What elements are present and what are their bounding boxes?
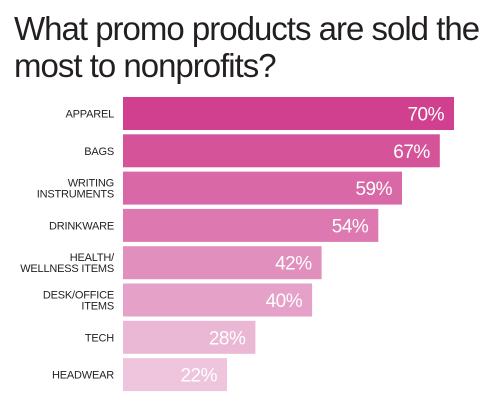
bar-8: [123, 358, 227, 392]
category-label-6: DESK/OFFICE ITEMS: [43, 290, 114, 313]
value-label-5: 42%: [275, 254, 312, 275]
value-label-2: 67%: [393, 142, 430, 163]
category-label-line: HEALTH/: [70, 252, 115, 264]
bar-3: [123, 171, 402, 205]
category-label-2: BAGS: [84, 146, 114, 158]
bar-5: [123, 246, 322, 280]
bar-2: [123, 134, 440, 168]
category-label-5: HEALTH/WELLNESS ITEMS: [20, 252, 115, 275]
bars-group: [123, 97, 454, 392]
category-label-1: APPAREL: [65, 109, 114, 121]
category-label-line: WRITING: [68, 178, 114, 190]
category-label-line: APPAREL: [65, 109, 114, 121]
value-label-4: 54%: [332, 216, 369, 237]
value-label-6: 40%: [266, 291, 303, 312]
category-label-7: TECH: [85, 332, 114, 344]
bar-6: [123, 283, 313, 317]
category-label-8: HEADWEAR: [52, 370, 114, 382]
category-label-line: TECH: [85, 332, 114, 344]
value-labels-group: 70% 67%59% 54% 42% 40% 28% 22%: [180, 105, 445, 387]
value-label-3: 59%: [355, 179, 392, 200]
category-label-line: BAGS: [84, 146, 114, 158]
value-label-7: 28%: [209, 328, 246, 349]
category-label-line: DESK/OFFICE: [43, 290, 114, 302]
value-label-8: 22%: [180, 366, 217, 387]
category-label-line: HEADWEAR: [52, 370, 114, 382]
category-label-line: ITEMS: [81, 301, 114, 313]
bar-1: [123, 97, 454, 130]
bar-4: [123, 208, 379, 242]
value-label-1: 70%: [407, 105, 444, 126]
chart-title: What promo products are sold the most to…: [14, 10, 480, 84]
category-label-4: DRINKWARE: [49, 220, 114, 232]
category-label-line: DRINKWARE: [49, 220, 114, 232]
category-labels-group: APPAREL BAGS WRITING INSTRUMENTS DRINKWARE HE…: [20, 109, 115, 382]
category-label-line: INSTRUMENTS: [37, 189, 114, 201]
category-label-3: WRITING INSTRUMENTS: [37, 178, 114, 201]
bar-7: [123, 320, 256, 354]
category-label-line: WELLNESS ITEMS: [20, 263, 114, 275]
